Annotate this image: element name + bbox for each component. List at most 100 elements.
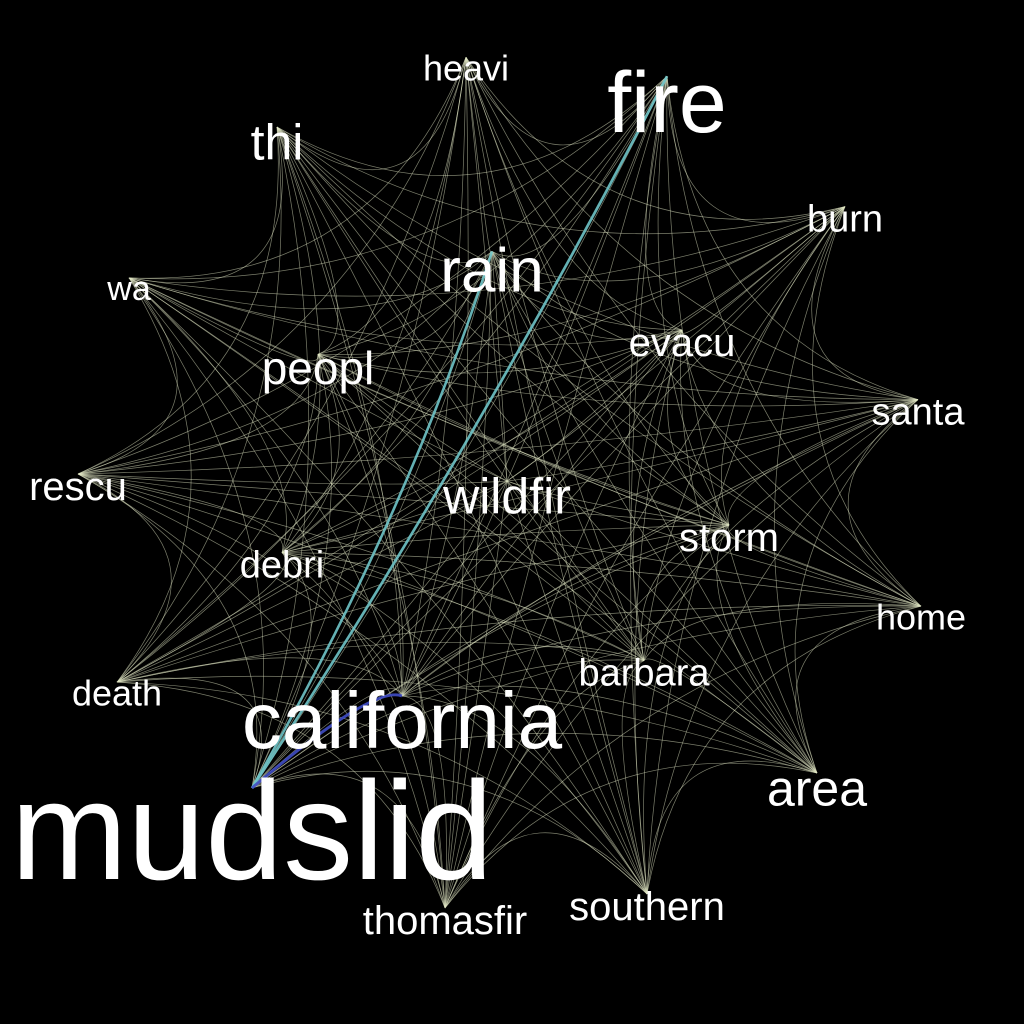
node-label-home: home xyxy=(876,597,966,638)
edge-california-wa xyxy=(128,277,403,697)
edge-mudslid-fire xyxy=(251,76,668,789)
edge-southern-santa xyxy=(646,399,919,895)
edge-barbara-santa xyxy=(643,399,919,661)
edge-area-southern xyxy=(646,760,818,895)
edge-heavi-wa xyxy=(128,57,467,279)
edge-debri-heavi xyxy=(281,57,467,553)
edge-debri-death xyxy=(116,552,286,683)
edge-thomasfir-heavi xyxy=(444,57,469,909)
edge-california-evacu xyxy=(401,329,683,697)
node-label-peopl: peopl xyxy=(262,342,375,394)
edge-santa-burn xyxy=(811,206,919,400)
edge-layer xyxy=(77,57,922,909)
node-label-heavi: heavi xyxy=(423,48,509,89)
edge-thomasfir-death xyxy=(116,681,446,909)
edge-debri-burn xyxy=(281,206,846,553)
edge-home-death xyxy=(116,605,922,683)
edge-evacu-death xyxy=(116,329,683,683)
edge-death-wa xyxy=(116,277,192,683)
edge-santa-heavi xyxy=(465,57,919,400)
edge-mudslid-rain xyxy=(251,251,493,789)
edge-heavi-death xyxy=(116,57,467,683)
edge-mudslid-thomasfir xyxy=(251,773,446,909)
edge-wildfir-santa xyxy=(506,399,919,482)
strong-edge-layer xyxy=(250,75,669,790)
edge-california-area xyxy=(401,685,818,774)
edge-evacu-debri xyxy=(281,329,683,553)
edge-peopl-thi xyxy=(276,126,339,355)
edge-storm-debri xyxy=(281,524,730,553)
edge-barbara-burn xyxy=(643,206,846,661)
edge-california-wildfir xyxy=(401,480,508,697)
node-label-thomasfir: thomasfir xyxy=(363,899,528,943)
edge-fire-death xyxy=(116,76,668,683)
edge-thomasfir-home xyxy=(444,605,922,909)
edge-mudslid-death xyxy=(116,677,262,789)
edge-rain-thomasfir xyxy=(444,251,493,909)
edge-wildfir-home xyxy=(506,480,922,607)
edge-evacu-santa xyxy=(681,329,919,403)
node-label-evacu: evacu xyxy=(629,321,736,365)
edge-area-burn xyxy=(773,206,846,774)
edge-rain-debri xyxy=(281,251,493,553)
edge-thi-wa xyxy=(128,126,283,284)
edge-storm-home xyxy=(727,524,922,607)
edge-area-home xyxy=(795,605,922,774)
edge-fire-thomasfir xyxy=(444,76,668,909)
edge-california-barbara xyxy=(401,646,645,697)
node-label-area: area xyxy=(767,761,867,817)
edge-mudslid-heavi xyxy=(251,57,467,789)
edge-wildfir-debri xyxy=(281,480,508,553)
edge-california-burn xyxy=(401,206,846,697)
edge-evacu-barbara xyxy=(632,329,683,661)
node-label-southern: southern xyxy=(569,885,725,929)
node-label-california: california xyxy=(242,676,563,765)
edge-thi-santa xyxy=(276,126,919,400)
edge-california-rescu xyxy=(77,473,403,697)
edge-evacu-storm xyxy=(667,329,730,526)
edge-southern-wa xyxy=(128,277,648,895)
node-label-burn: burn xyxy=(807,198,883,240)
edge-wildfir-death xyxy=(116,480,508,683)
edge-burn-death xyxy=(116,206,846,683)
edge-fire-debri xyxy=(281,76,668,553)
edge-debri-home xyxy=(281,552,922,607)
edge-wildfir-rescu xyxy=(77,473,508,485)
node-label-wa: wa xyxy=(106,270,151,308)
edge-evacu-rescu xyxy=(77,329,683,475)
edge-peopl-rescu xyxy=(77,354,319,475)
edge-evacu-home xyxy=(681,329,922,607)
edge-burn-heavi xyxy=(465,57,846,220)
edge-fire-storm xyxy=(657,76,730,526)
edge-evacu-heavi xyxy=(465,57,683,331)
node-label-barbara: barbara xyxy=(579,652,711,694)
edge-rain-burn xyxy=(491,206,846,282)
edge-southern-death xyxy=(116,681,648,895)
edge-thi-death xyxy=(116,126,282,683)
edge-rain-rescu xyxy=(77,251,493,475)
edge-fire-santa xyxy=(666,76,919,400)
edge-fire-home xyxy=(666,76,922,607)
edge-mudslid-santa xyxy=(251,399,919,789)
edge-wildfir-peopl xyxy=(317,353,508,482)
edge-thi-home xyxy=(276,126,922,607)
edge-santa-wa xyxy=(128,277,919,400)
edge-peopl-evacu xyxy=(317,329,683,374)
node-label-mudslid: mudslid xyxy=(11,752,493,909)
node-label-rain: rain xyxy=(440,237,543,306)
edge-area-peopl xyxy=(317,353,818,774)
edge-area-barbara xyxy=(643,658,818,774)
edge-home-wa xyxy=(128,277,922,607)
edge-storm-santa xyxy=(727,399,919,526)
edge-barbara-rescu xyxy=(77,473,645,661)
edge-thi-debri xyxy=(276,126,321,553)
edge-rain-evacu xyxy=(491,251,683,340)
edge-thomasfir-santa xyxy=(444,399,919,909)
edge-evacu-burn xyxy=(681,206,846,334)
node-label-storm: storm xyxy=(679,516,779,560)
strong-edge-mudslid-fire xyxy=(250,75,669,789)
edge-storm-death xyxy=(116,524,730,683)
edge-fire-wa xyxy=(128,75,668,280)
